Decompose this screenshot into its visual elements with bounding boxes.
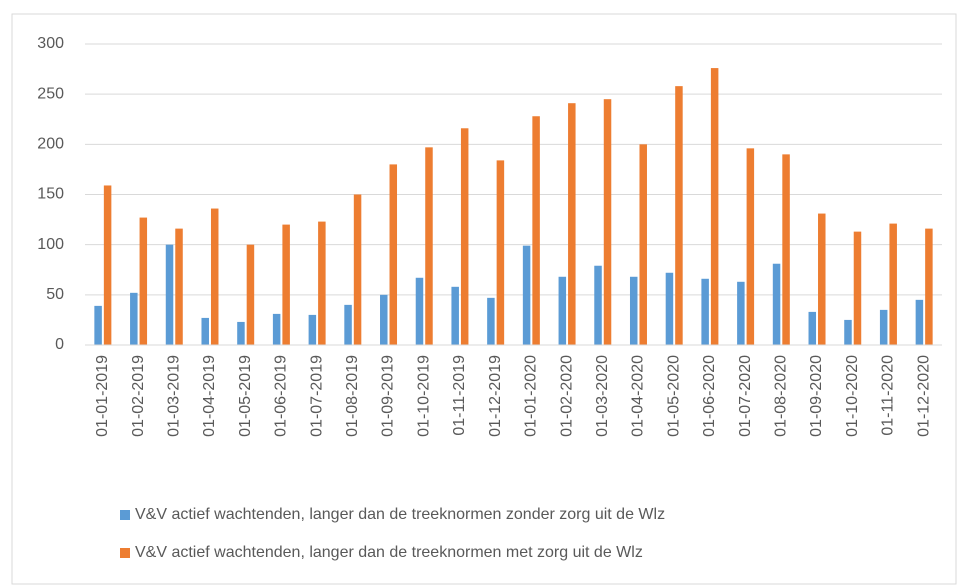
x-tick-label: 01-09-2019 — [380, 355, 397, 437]
y-tick-label: 50 — [46, 286, 64, 303]
bar — [272, 313, 281, 345]
bar — [594, 265, 602, 345]
bar — [282, 224, 290, 345]
bar — [808, 311, 817, 345]
x-tick-label: 01-08-2019 — [344, 355, 361, 437]
x-tick-label: 01-08-2020 — [773, 355, 790, 437]
bar — [415, 277, 424, 345]
y-tick-label: 300 — [37, 35, 64, 52]
x-tick-label: 01-05-2019 — [237, 355, 254, 437]
bar — [522, 245, 531, 345]
bar — [925, 228, 933, 345]
bar — [675, 86, 683, 345]
bar — [308, 314, 317, 345]
x-tick-label: 01-07-2019 — [308, 355, 325, 437]
bar — [201, 317, 209, 345]
x-tick-label: 01-04-2020 — [630, 355, 647, 437]
bar — [603, 99, 612, 345]
bar — [639, 144, 647, 345]
bar — [487, 297, 495, 345]
bar — [818, 213, 826, 345]
bar — [629, 276, 638, 345]
bar — [353, 194, 362, 345]
bar — [532, 116, 540, 346]
bar — [737, 281, 745, 345]
bar — [389, 164, 398, 345]
x-tick-label: 01-01-2020 — [523, 355, 540, 437]
bar — [425, 147, 433, 345]
x-tick-label: 01-03-2019 — [165, 355, 182, 437]
bar — [94, 305, 102, 345]
bar — [344, 304, 352, 345]
x-tick-label: 01-04-2019 — [201, 355, 218, 437]
bar — [246, 244, 255, 345]
bar — [844, 319, 852, 345]
x-tick-label: 01-11-2020 — [880, 355, 897, 436]
x-tick-label: 01-07-2020 — [737, 355, 754, 437]
x-tick-label: 01-06-2020 — [701, 355, 718, 437]
x-tick-label: 01-06-2019 — [273, 355, 290, 437]
bar — [879, 309, 888, 345]
y-tick-label: 100 — [37, 236, 64, 253]
bar — [210, 208, 219, 345]
bar — [130, 292, 138, 345]
y-tick-label: 150 — [37, 186, 64, 203]
bar — [139, 217, 148, 345]
y-tick-label: 200 — [37, 136, 64, 153]
bar — [558, 276, 567, 345]
x-tick-label: 01-11-2019 — [451, 355, 468, 436]
legend-swatch — [120, 510, 130, 520]
legend-swatch — [120, 548, 130, 558]
bar — [165, 244, 174, 345]
bar — [665, 272, 674, 345]
x-tick-label: 01-02-2019 — [130, 355, 147, 437]
bar — [103, 185, 112, 345]
bar — [772, 263, 781, 345]
bar — [915, 299, 924, 345]
x-tick-label: 01-12-2020 — [915, 355, 932, 437]
y-tick-label: 250 — [37, 85, 64, 102]
bar — [175, 228, 183, 345]
legend-label: V&V actief wachtenden, langer dan de tre… — [135, 544, 643, 561]
bar — [460, 128, 469, 345]
bar — [889, 223, 897, 345]
bar — [318, 221, 326, 345]
x-tick-label: 01-02-2020 — [558, 355, 575, 437]
bar — [746, 148, 755, 345]
bar — [701, 278, 709, 345]
bar — [380, 294, 388, 345]
bar — [496, 160, 505, 345]
x-tick-label: 01-12-2019 — [487, 355, 504, 437]
bar — [451, 286, 459, 345]
bar — [853, 231, 862, 345]
y-tick-label: 0 — [55, 336, 64, 353]
bar — [782, 154, 790, 345]
x-tick-label: 01-05-2020 — [665, 355, 682, 437]
x-tick-label: 01-10-2020 — [844, 355, 861, 437]
x-tick-label: 01-03-2020 — [594, 355, 611, 437]
x-tick-label: 01-10-2019 — [415, 355, 432, 437]
chart-frame — [11, 13, 957, 585]
bar — [237, 321, 245, 345]
bar — [568, 103, 576, 346]
legend-label: V&V actief wachtenden, langer dan de tre… — [135, 506, 665, 523]
x-tick-label: 01-09-2020 — [808, 355, 825, 437]
bar — [710, 68, 719, 345]
x-tick-label: 01-01-2019 — [94, 355, 111, 437]
